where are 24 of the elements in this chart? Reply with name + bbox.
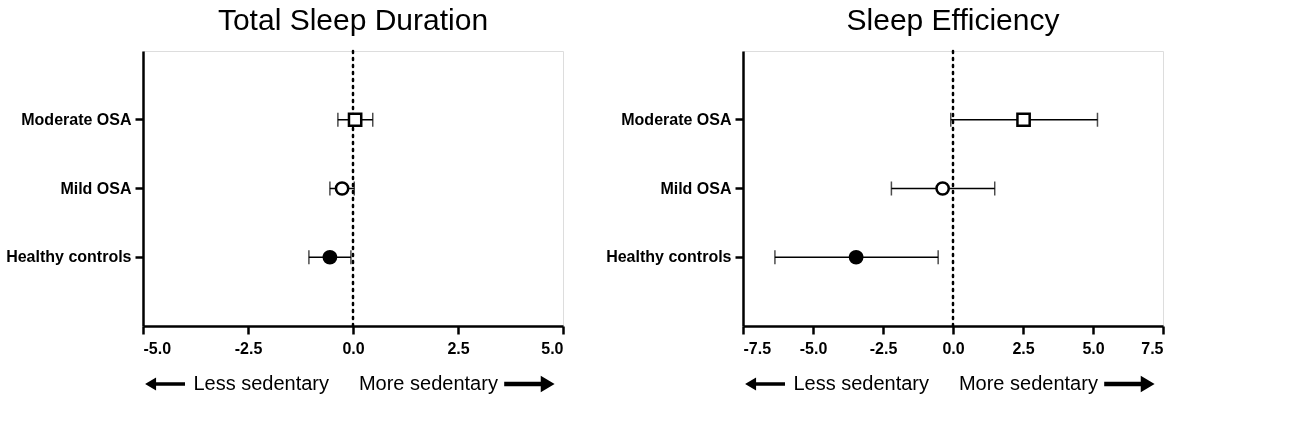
x-tick-label: -2.5 <box>869 339 898 357</box>
y-tick-label: Mild OSA <box>660 179 732 197</box>
x-tick-label: 0.0 <box>342 339 365 357</box>
x-tick-label: 2.5 <box>447 339 470 357</box>
x-tick-label: 7.5 <box>1141 339 1164 357</box>
chart-title: Sleep Efficiency <box>846 2 1060 36</box>
y-tick-label: Healthy controls <box>606 248 732 266</box>
x-tick-label: -7.5 <box>743 339 772 357</box>
y-tick-label: Healthy controls <box>6 248 132 266</box>
x-tick-label: 0.0 <box>942 339 965 357</box>
text: More sedentary <box>958 372 1098 394</box>
x-tick-label: -5.0 <box>799 339 828 357</box>
x-tick-label: 2.5 <box>1012 339 1035 357</box>
x-tick-label: -5.0 <box>143 339 172 357</box>
chart-title: Total Sleep Duration <box>217 2 489 36</box>
x-tick-label: -2.5 <box>234 339 263 357</box>
text: Less sedentary <box>193 372 330 394</box>
text: More sedentary <box>358 372 498 394</box>
y-tick-label: Moderate OSA <box>621 110 732 128</box>
x-tick-label: 5.0 <box>541 339 564 357</box>
y-tick-label: Moderate OSA <box>21 110 132 128</box>
text: Less sedentary <box>793 372 930 394</box>
x-tick-label: 5.0 <box>1082 339 1105 357</box>
y-tick-label: Mild OSA <box>60 179 132 197</box>
